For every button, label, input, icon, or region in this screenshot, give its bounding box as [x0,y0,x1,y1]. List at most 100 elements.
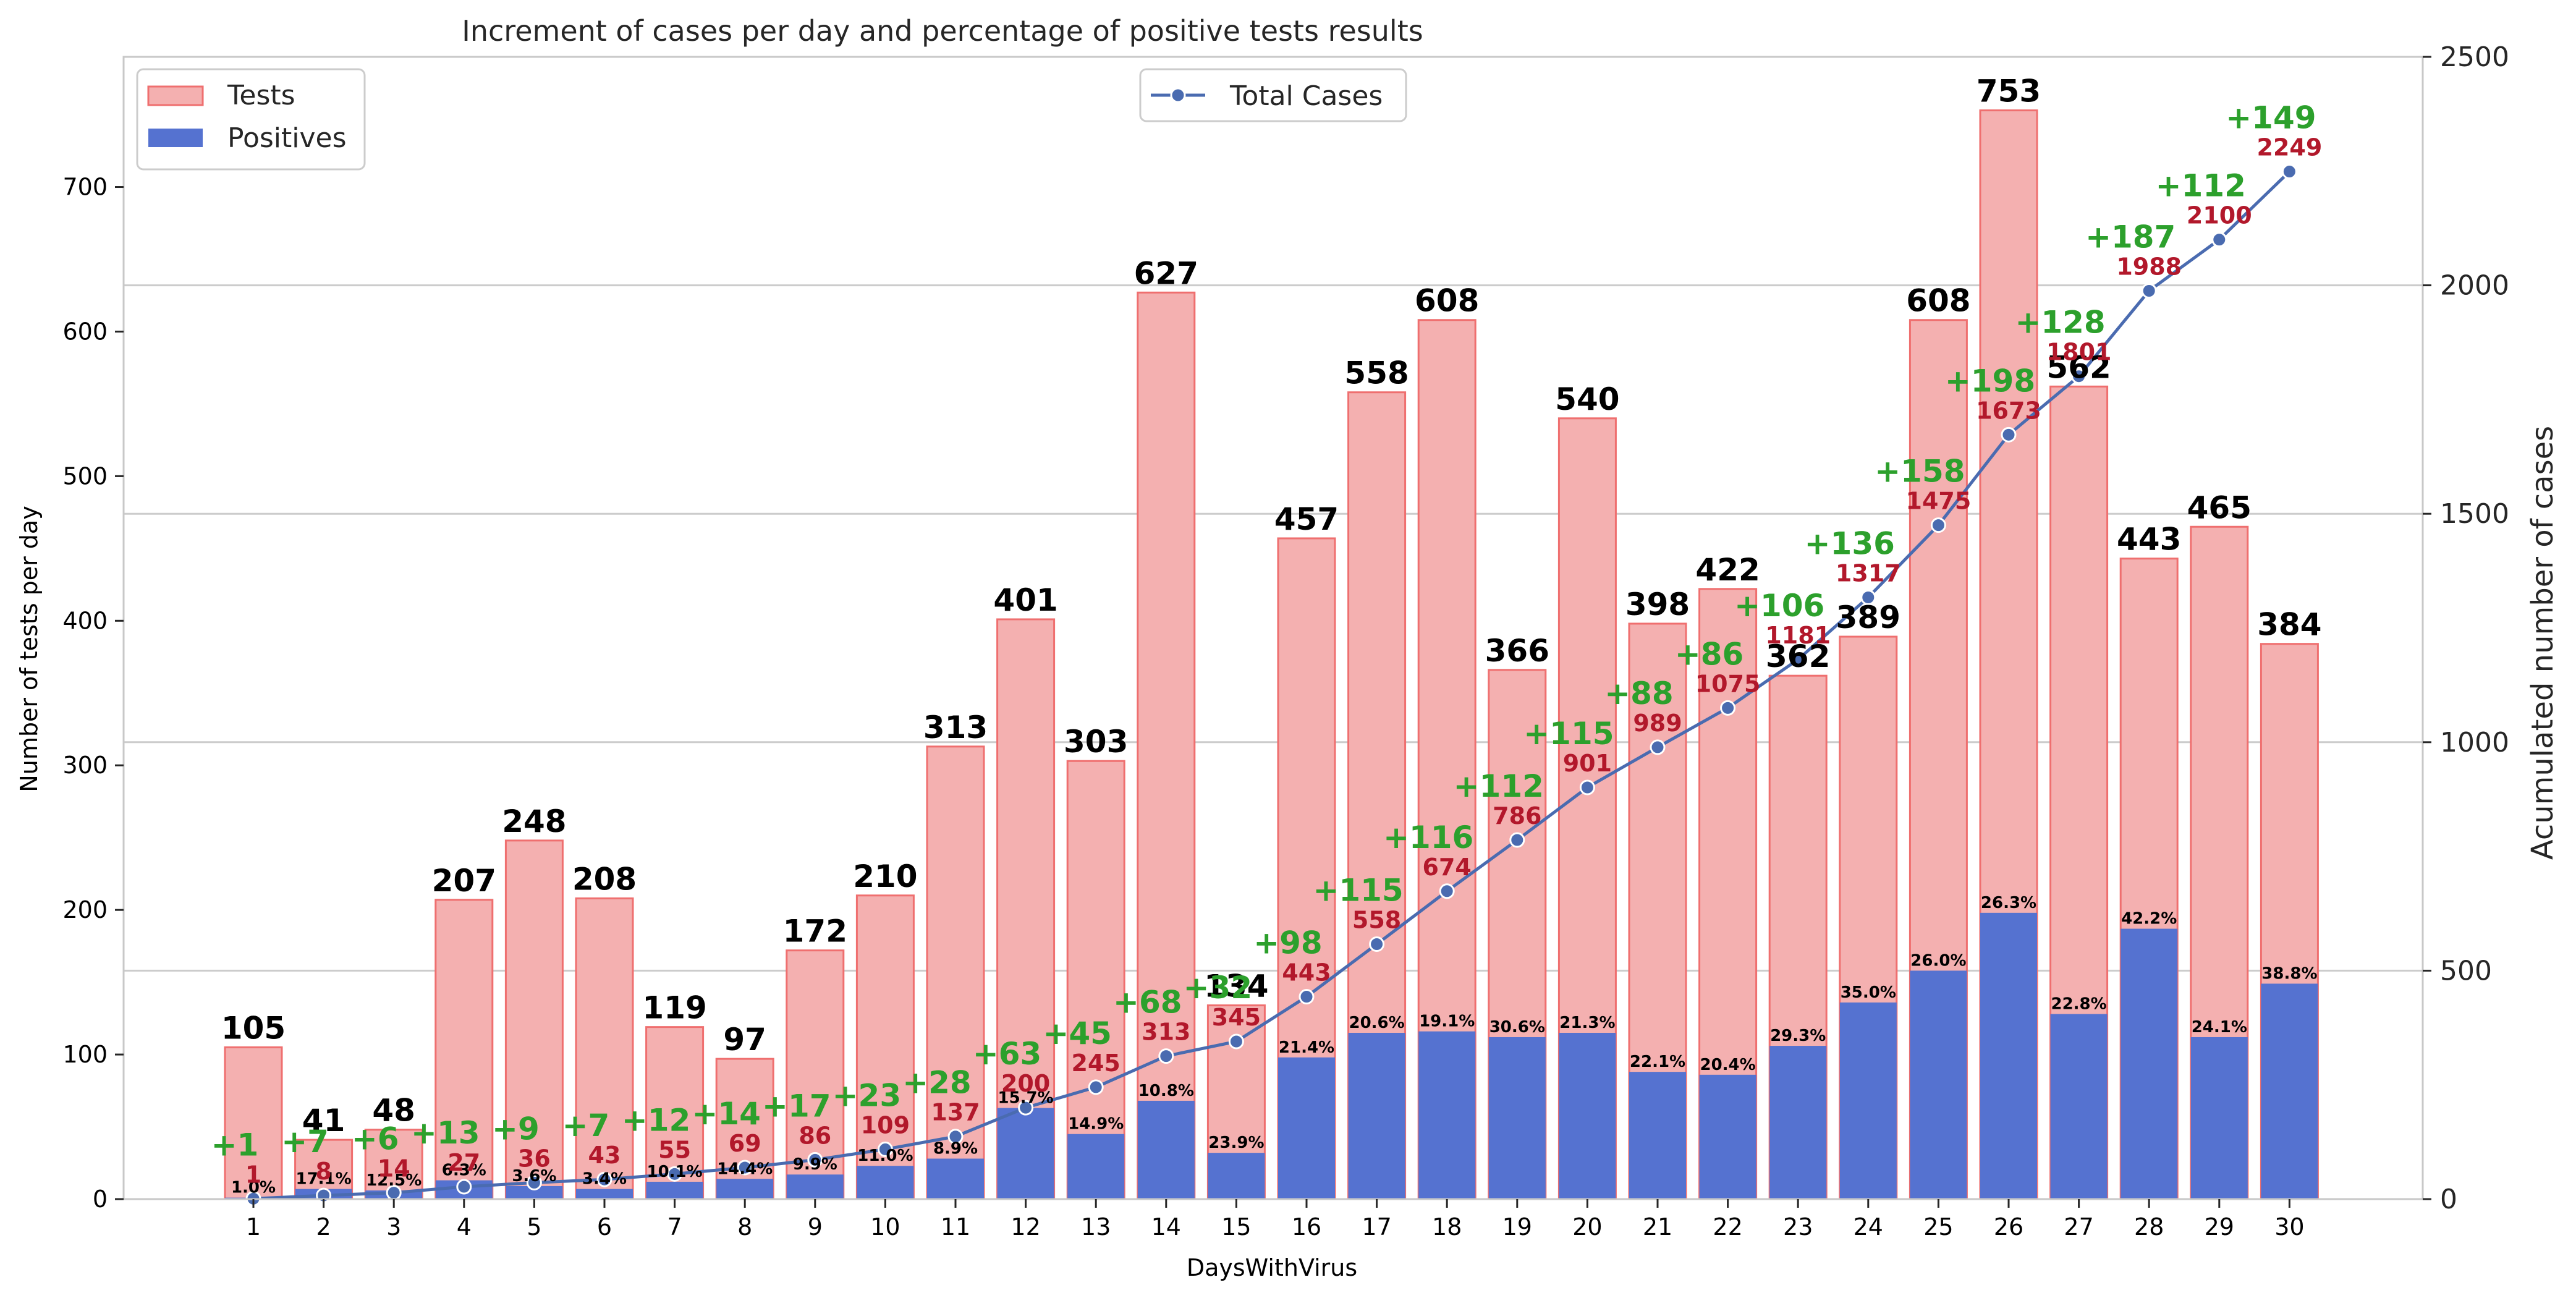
positive-percent-label: 19.1% [1419,1012,1475,1031]
legend-swatch-positives [148,129,203,147]
total-cases-label: 43 [588,1142,621,1169]
positive-percent-label: 1.0% [231,1179,276,1197]
legend-marker-total-cases [1170,87,1186,103]
tests-value-label: 562 [2046,349,2111,385]
y-axis-label-right: Acumulated number of cases [2525,426,2560,860]
bar-positives [1839,1002,1897,1199]
total-cases-label: 443 [1282,959,1331,986]
positive-percent-label: 23.9% [1208,1134,1264,1152]
x-tick-label: 14 [1151,1213,1181,1241]
increment-label: +115 [1523,716,1614,752]
total-cases-label: 109 [861,1111,910,1139]
total-cases-point [2001,426,2017,443]
positive-percent-label: 8.9% [933,1140,978,1158]
total-cases-point [2071,368,2087,384]
increment-label: +158 [1875,454,1965,490]
y-right-tick-label: 1500 [2440,498,2509,530]
bar-tests [434,899,494,1200]
positive-percent-label: 21.4% [1279,1038,1334,1057]
y-tick-label: 500 [62,462,108,490]
y-tick-label: 600 [62,318,108,345]
increment-label: +112 [1454,768,1544,804]
bar-positives [1488,1037,1546,1199]
bar-positives [646,1181,703,1199]
y-tick-label: 0 [93,1186,108,1213]
legend-swatch-tests [147,85,204,106]
total-cases-point [1790,651,1806,668]
bar-positives [927,1158,984,1199]
tests-value-label: 608 [1415,283,1479,319]
tests-value-label: 97 [723,1022,766,1058]
x-tick-label: 16 [1292,1213,1321,1241]
tests-value-label: 422 [1695,552,1760,588]
total-cases-point [737,1160,753,1176]
total-cases-label: 1801 [2046,339,2112,366]
positive-percent-label: 11.0% [857,1147,913,1165]
bar-tests [715,1058,774,1200]
total-cases-label: 55 [658,1136,691,1163]
total-cases-label: 137 [931,1099,980,1126]
total-cases-label: 86 [799,1122,831,1149]
total-cases-label: 1317 [1836,559,1901,587]
total-cases-label: 245 [1072,1050,1121,1077]
x-tick-label: 9 [808,1213,823,1241]
x-tick-label: 25 [1923,1213,1953,1241]
positive-percent-label: 10.1% [646,1163,702,1181]
bar-positives [2121,928,2178,1199]
total-cases-label: 69 [729,1130,761,1157]
x-tick-label: 27 [2064,1213,2093,1241]
axes: 0100200300400500600700050010001500200025… [62,41,2509,1241]
x-tick-label: 17 [1362,1213,1391,1241]
y-right-tick-label: 1000 [2440,727,2509,758]
total-cases-label: 558 [1352,907,1401,934]
total-cases-point [947,1129,964,1145]
bar-positives [1910,970,1967,1199]
bar-tests [926,745,985,1200]
legend-right-box [1139,68,1407,122]
increment-label: +1 [211,1127,259,1163]
positive-percent-label: 3.6% [512,1167,556,1186]
positive-percent-label: 20.6% [1349,1014,1404,1032]
positive-percent-label: 12.5% [366,1171,422,1190]
total-cases-label: 345 [1212,1004,1261,1031]
tests-value-label: 457 [1274,501,1339,537]
increment-label: +116 [1383,820,1473,855]
total-cases-point [2211,232,2227,248]
increment-label: +63 [973,1036,1041,1072]
tests-value-label: 443 [2117,522,2181,558]
bar-positives [997,1108,1054,1199]
tests-value-label: 119 [642,990,706,1026]
bar-positives [1208,1153,1265,1199]
x-tick-label: 29 [2205,1213,2234,1241]
positive-percent-label: 14.4% [717,1160,773,1178]
total-cases-label: 1 [245,1161,261,1188]
x-tick-label: 30 [2274,1213,2304,1241]
total-cases-label: 313 [1142,1019,1190,1046]
positive-percent-label: 22.8% [2051,995,2106,1014]
x-tick-label: 10 [870,1213,900,1241]
y-tick-label: 100 [62,1041,108,1068]
increment-label: +98 [1253,925,1322,961]
bar-positives [2261,983,2318,1199]
x-tick-label: 15 [1221,1213,1251,1241]
total-cases-point [1860,589,1876,605]
x-tick-label: 19 [1502,1213,1532,1241]
total-cases-point [1369,936,1385,952]
total-cases-point [1720,700,1736,716]
total-cases-label: 674 [1423,854,1472,881]
bar-positives [786,1174,844,1199]
x-tick-label: 24 [1854,1213,1883,1241]
total-cases-point [807,1152,823,1168]
total-cases-point [667,1166,683,1182]
positive-percent-label: 10.8% [1138,1082,1194,1100]
x-tick-label: 12 [1010,1213,1040,1241]
bar-tests [575,897,634,1200]
tests-value-label: 558 [1344,355,1409,391]
x-tick-label: 21 [1643,1213,1672,1241]
tests-value-label: 627 [1134,255,1198,291]
x-tick-label: 11 [941,1213,970,1241]
tests-value-label: 389 [1836,600,1900,635]
increment-label: +187 [2085,219,2176,255]
total-cases-point [596,1171,612,1187]
